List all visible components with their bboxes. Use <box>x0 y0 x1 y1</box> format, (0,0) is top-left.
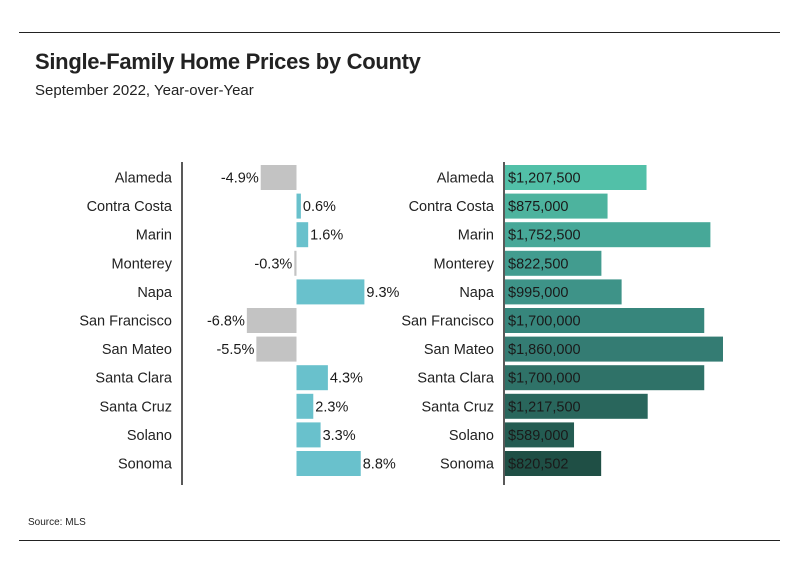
price-bar <box>505 279 622 305</box>
change-value-label: 0.6% <box>303 199 336 215</box>
yoy-change-panel: Alameda -4.9% Contra Costa 0.6% Marin 1.6% Mon… <box>79 162 400 485</box>
category-label: San Mateo <box>102 342 172 358</box>
change-value-label: -6.8% <box>207 314 245 330</box>
top-rule <box>19 32 780 33</box>
chart-title: Single-Family Home Prices by County <box>35 49 421 74</box>
change-bar <box>296 393 314 419</box>
bottom-rule <box>19 540 780 541</box>
category-label: Solano <box>127 428 172 444</box>
change-bar <box>296 422 321 448</box>
category-label: Alameda <box>437 171 495 187</box>
price-value-label: $820,502 <box>508 457 568 473</box>
category-label: Marin <box>458 228 494 244</box>
change-value-label: 4.3% <box>330 371 363 387</box>
category-label: Alameda <box>115 171 173 187</box>
category-label: Napa <box>459 285 495 301</box>
price-bar <box>505 308 705 333</box>
change-value-label: 9.3% <box>366 285 399 301</box>
price-value-label: $1,207,500 <box>508 171 581 187</box>
price-value-label: $589,000 <box>508 428 568 444</box>
category-label: San Francisco <box>79 314 172 330</box>
change-value-label: 8.8% <box>363 457 396 473</box>
price-bar <box>505 365 705 391</box>
price-bar <box>505 165 647 190</box>
change-bar <box>256 336 297 362</box>
category-label: Monterey <box>434 256 495 272</box>
change-value-label: -5.5% <box>216 342 254 358</box>
category-label: Contra Costa <box>87 199 173 215</box>
price-value-label: $995,000 <box>508 285 568 301</box>
price-bar <box>505 451 602 476</box>
change-bar <box>296 222 309 248</box>
price-bar <box>505 193 608 219</box>
price-value-label: $875,000 <box>508 199 568 215</box>
category-label: Santa Cruz <box>99 399 172 415</box>
chart-subtitle: September 2022, Year-over-Year <box>35 82 254 99</box>
change-bar <box>260 165 297 190</box>
category-label: Santa Cruz <box>421 399 494 415</box>
category-label: Monterey <box>112 256 173 272</box>
change-bar <box>296 365 328 391</box>
price-bar <box>505 393 648 419</box>
change-value-label: -4.9% <box>221 171 259 187</box>
price-value-label: $1,217,500 <box>508 399 581 415</box>
category-label: Santa Clara <box>95 371 173 387</box>
category-label: San Francisco <box>401 314 494 330</box>
price-bar <box>505 222 711 248</box>
change-value-label: 1.6% <box>310 228 343 244</box>
change-bar <box>296 193 301 219</box>
price-value-label: $1,860,000 <box>508 342 581 358</box>
category-label: Marin <box>136 228 172 244</box>
change-value-label: 2.3% <box>315 399 348 415</box>
category-label: Sonoma <box>440 457 495 473</box>
change-bar <box>246 308 297 333</box>
category-label: Santa Clara <box>417 371 495 387</box>
category-label: Sonoma <box>118 457 173 473</box>
source-note: Source: MLS <box>28 517 86 528</box>
change-value-label: 3.3% <box>323 428 356 444</box>
price-value-label: $822,500 <box>508 256 568 272</box>
change-bar <box>296 279 365 305</box>
category-label: Napa <box>137 285 173 301</box>
price-bar <box>505 422 575 448</box>
price-bar <box>505 336 723 362</box>
category-label: San Mateo <box>424 342 494 358</box>
price-bar <box>505 250 602 276</box>
change-value-label: -0.3% <box>254 256 292 272</box>
change-bar <box>296 451 361 476</box>
price-value-label: $1,700,000 <box>508 371 581 387</box>
price-value-label: $1,700,000 <box>508 314 581 330</box>
category-label: Solano <box>449 428 494 444</box>
category-label: Contra Costa <box>409 199 495 215</box>
change-bar <box>294 250 297 276</box>
median-price-panel: Alameda $1,207,500 Contra Costa $875,000 Mar… <box>401 162 723 485</box>
price-value-label: $1,752,500 <box>508 228 581 244</box>
